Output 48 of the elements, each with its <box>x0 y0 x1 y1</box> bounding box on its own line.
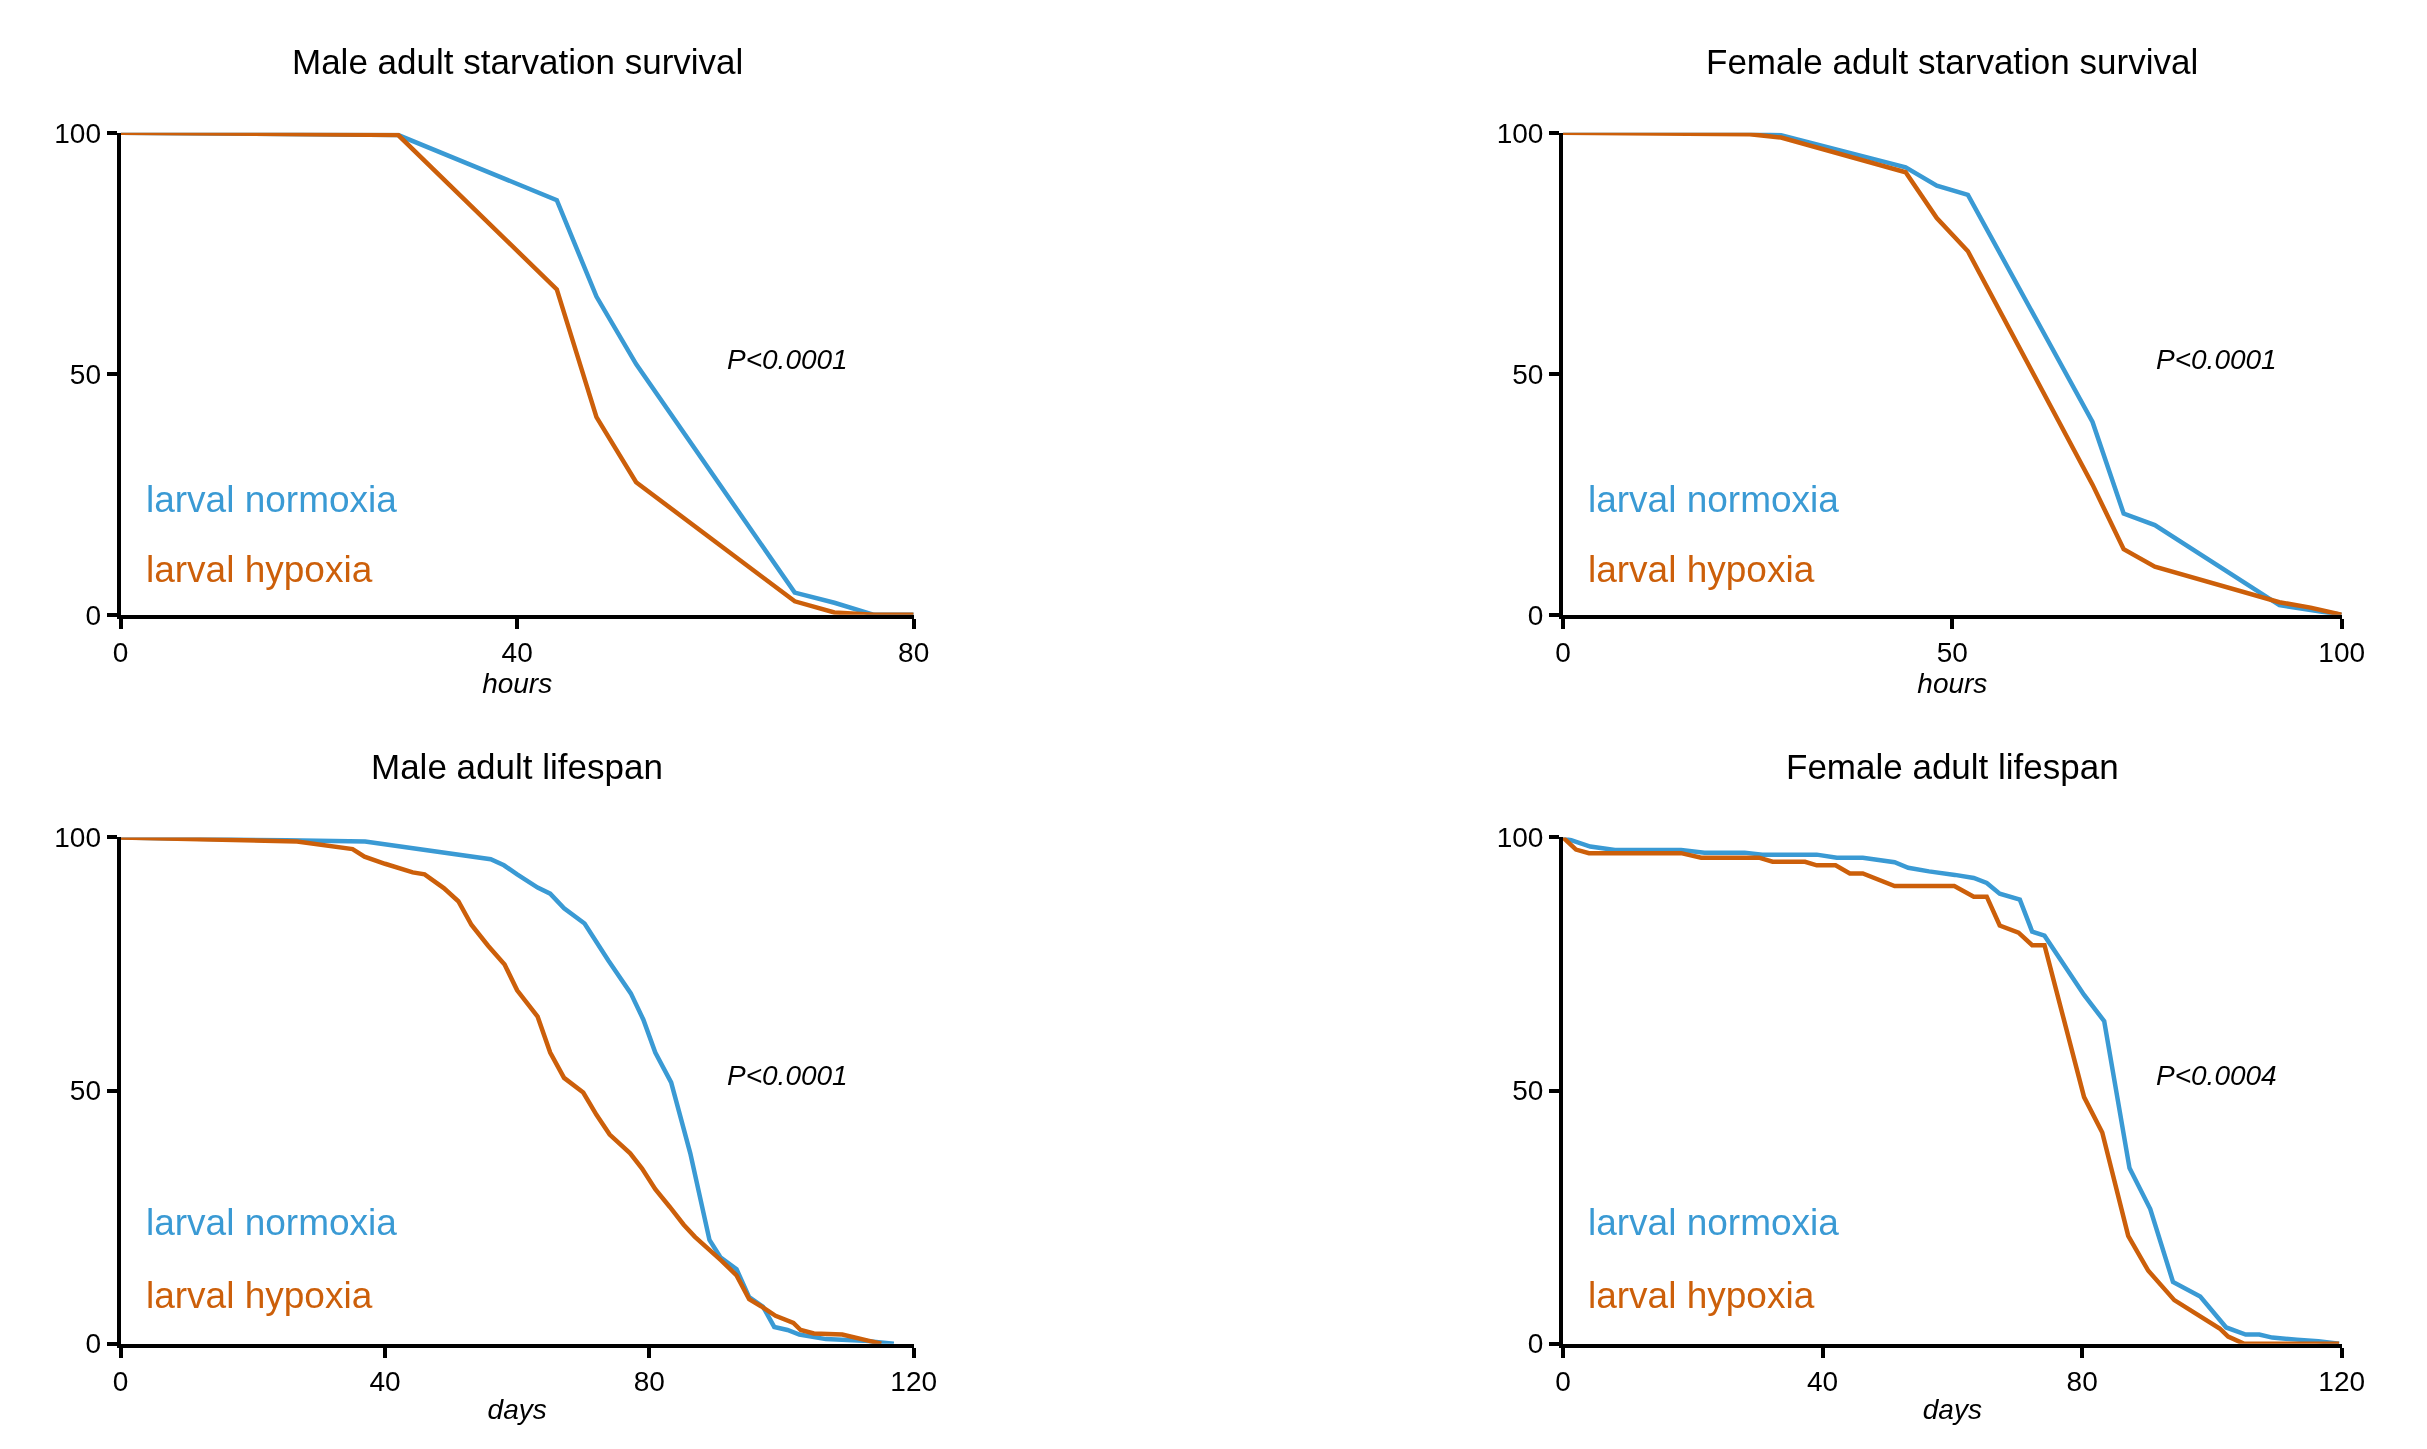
text: larval hypoxia <box>1588 549 1815 590</box>
text: larval normoxia <box>146 479 398 520</box>
text: larval hypoxia <box>146 1275 373 1316</box>
x-tick-label: 120 <box>890 1366 938 1398</box>
chart-title: Female adult starvation survival <box>1706 42 2199 81</box>
x-axis-title: days <box>1922 1393 1982 1425</box>
text: larval normoxia <box>1588 1202 1840 1243</box>
x-axis-title: days <box>487 1393 547 1425</box>
x-tick-label: 0 <box>1555 637 1571 669</box>
text: larval normoxia <box>1588 479 1840 520</box>
x-tick-label: 80 <box>898 637 930 669</box>
text: larval hypoxia <box>146 549 373 590</box>
annotation: P<0.0001 <box>727 1060 848 1091</box>
y-tick-label: 0 <box>1527 1328 1544 1360</box>
x-tick-label: 80 <box>633 1366 665 1398</box>
text: larval normoxia <box>146 1202 398 1243</box>
y-tick-label: 100 <box>1496 117 1544 149</box>
x-tick-label: 100 <box>2318 637 2366 669</box>
x-axis-title: hours <box>482 668 553 700</box>
x-tick-label: 40 <box>369 1366 401 1398</box>
x-tick-label: 0 <box>112 637 129 669</box>
chart-title: Male adult starvation survival <box>292 42 744 81</box>
y-tick-label: 50 <box>1512 358 1544 390</box>
text: larval hypoxia <box>1588 1275 1815 1316</box>
chart-title: Female adult lifespan <box>1786 747 2119 786</box>
annotation: P<0.0001 <box>2156 344 2277 375</box>
y-tick-label: 100 <box>54 822 102 854</box>
chart-title: Male adult lifespan <box>371 747 663 786</box>
y-tick-label: 50 <box>69 358 102 390</box>
x-tick-label: 0 <box>112 1366 129 1398</box>
y-tick-label: 100 <box>1496 822 1544 854</box>
annotation: P<0.0001 <box>727 344 848 375</box>
x-tick-label: 80 <box>2066 1366 2098 1398</box>
x-tick-label: 40 <box>501 637 533 669</box>
x-tick-label: 40 <box>1807 1366 1839 1398</box>
y-tick-label: 50 <box>69 1075 102 1107</box>
y-tick-label: 0 <box>85 1328 102 1360</box>
line-series <box>1563 837 2342 1344</box>
x-tick-label: 50 <box>1936 637 1968 669</box>
x-tick-label: 120 <box>2318 1366 2366 1398</box>
y-tick-label: 0 <box>85 599 102 631</box>
x-axis-title: hours <box>1917 668 1988 700</box>
y-tick-label: 0 <box>1527 599 1544 631</box>
line-series <box>120 132 914 615</box>
y-tick-label: 100 <box>54 117 102 149</box>
x-tick-label: 0 <box>1555 1366 1571 1398</box>
annotation: P<0.0004 <box>2156 1060 2277 1091</box>
y-tick-label: 50 <box>1512 1075 1544 1107</box>
